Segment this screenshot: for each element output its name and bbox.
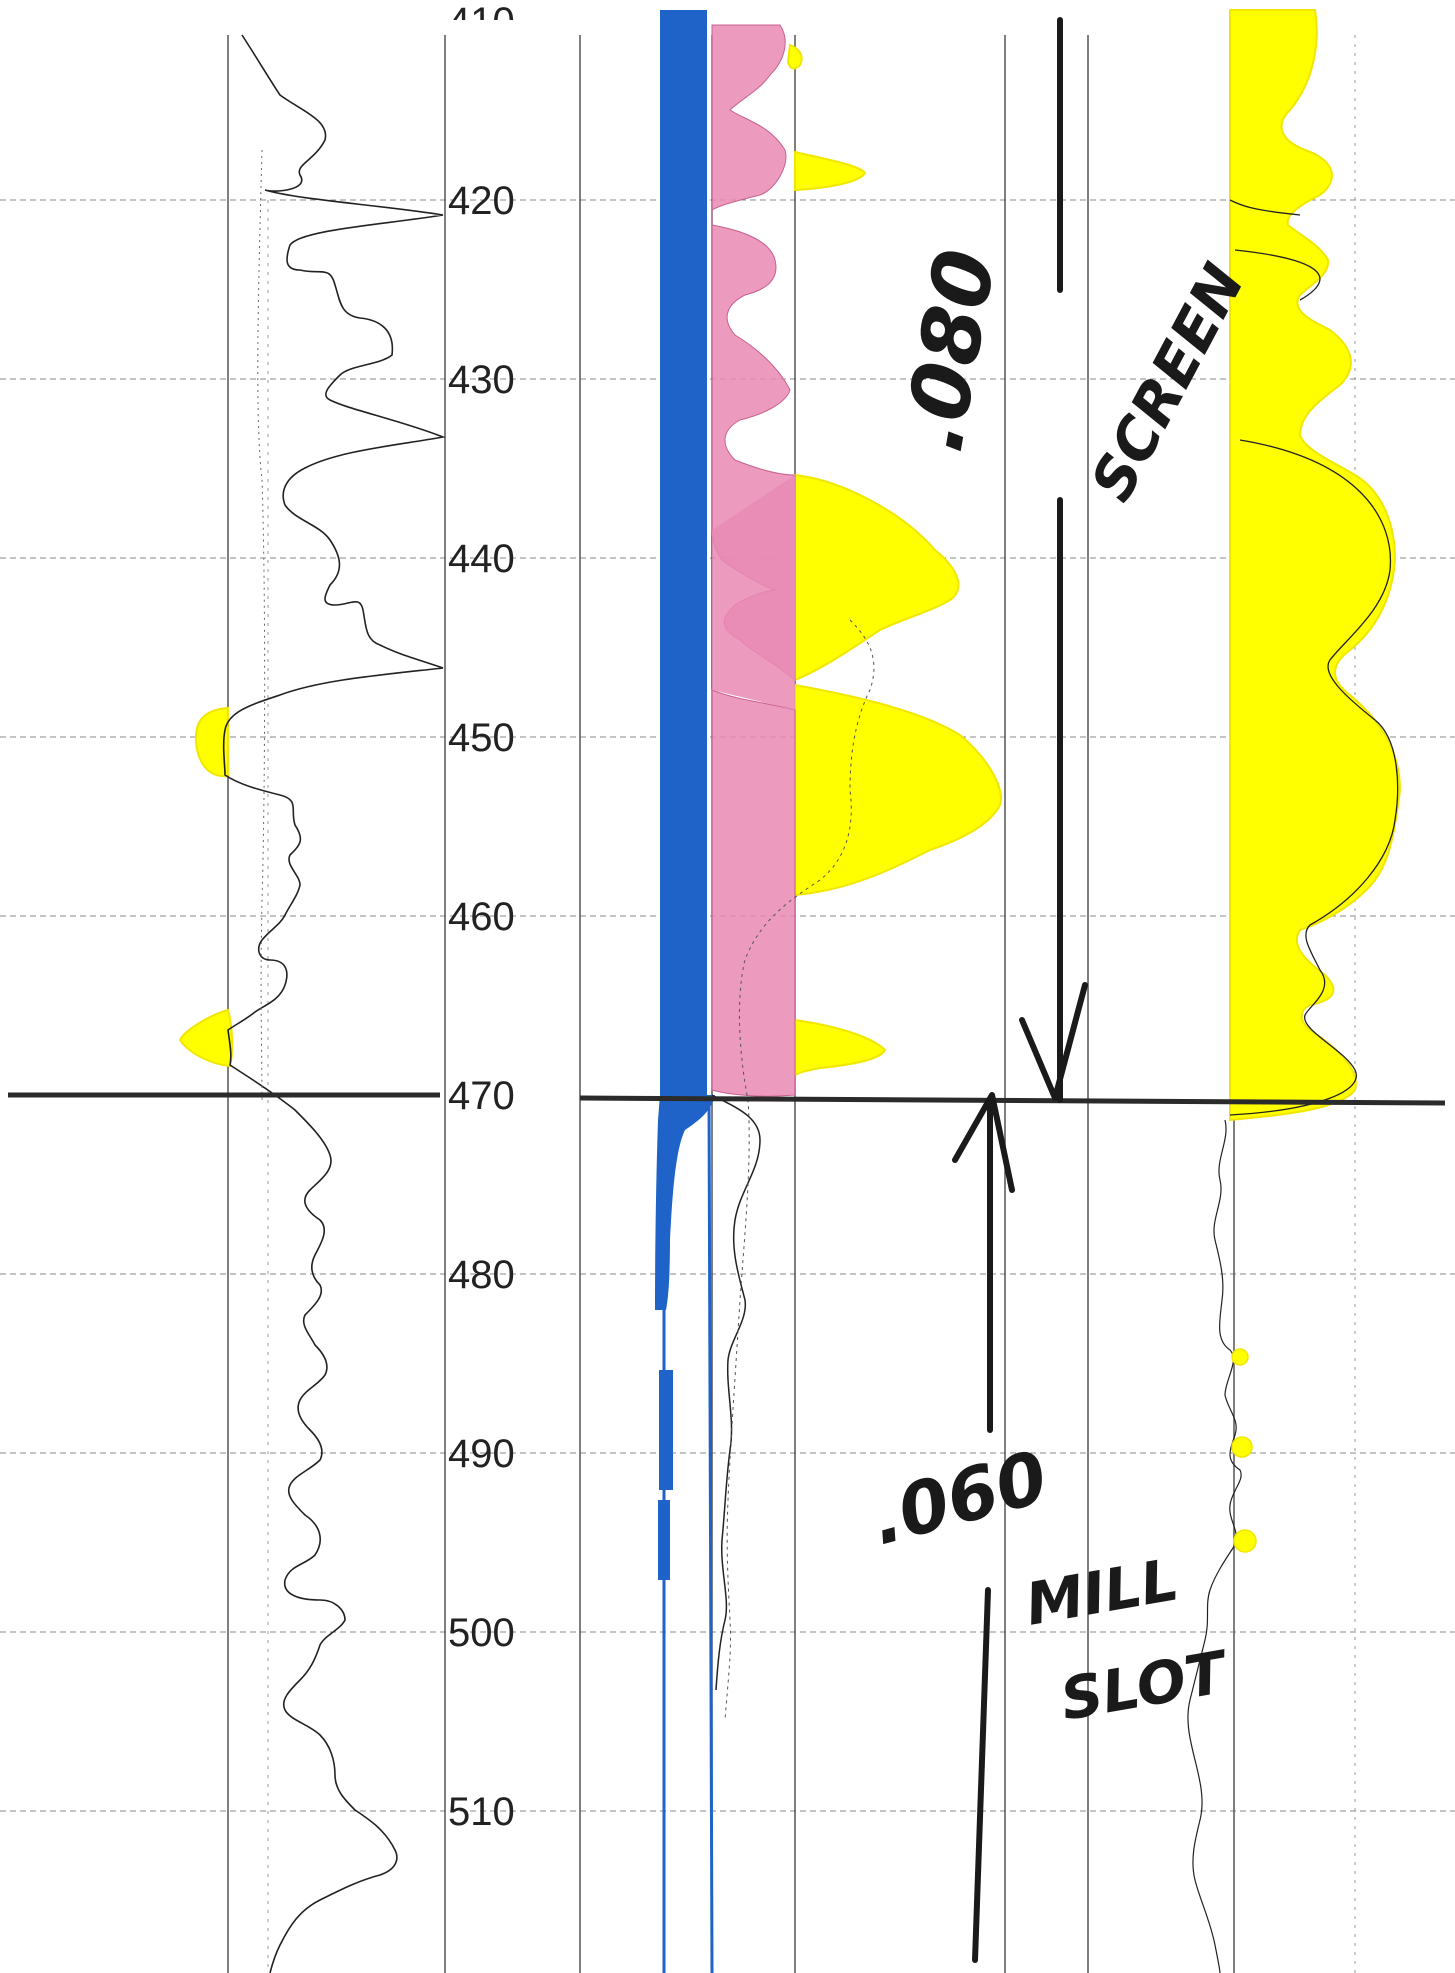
middle-track-dotted-curve (724, 619, 875, 1721)
depth-gridlines (0, 199, 1455, 1812)
right-track-highlight (1229, 9, 1402, 1122)
pink-fill-lower (711, 689, 796, 1097)
depth-label-440: 440 (448, 537, 515, 581)
right-track-curve (1229, 199, 1399, 1116)
depth-label-460: 460 (448, 895, 515, 939)
pink-fill-mid (712, 475, 795, 710)
left-track-curve (222, 34, 446, 1973)
screen-arrow-head (1019, 982, 1088, 1101)
slot-word-label: SLOT (1056, 1637, 1235, 1733)
right-track-lower-curve (1187, 1119, 1242, 1973)
mill-word-label: MILL (1021, 1545, 1184, 1639)
left-track-highlights (178, 706, 234, 1068)
depth-label-500: 500 (448, 1611, 515, 1655)
depth-label-420: 420 (448, 179, 515, 223)
depth-label-470: 470 (448, 1074, 515, 1118)
depth-label-480: 480 (448, 1253, 515, 1297)
blue-line (662, 1094, 714, 1973)
depth-label-430: 430 (448, 358, 515, 402)
depth-label-450: 450 (448, 716, 515, 760)
depth-label-490: 490 (448, 1432, 515, 1476)
middle-track-curve (711, 1094, 761, 1691)
blue-fill (655, 10, 715, 1580)
slot-bracket-bottom-line (972, 1587, 991, 1963)
marker-line-470 (8, 1092, 1446, 1106)
right-track-small-highlights (1231, 1348, 1257, 1553)
depth-label-partial: 410 (448, 0, 515, 44)
depth-labels: 410 420 430 440 450 460 470 480 490 500 … (448, 0, 515, 1834)
annotation-arrows (952, 17, 1088, 1963)
track-faint-lines (267, 35, 1356, 1973)
slot-arrow-head (952, 1092, 1015, 1193)
screen-size-label: .080 (886, 243, 1015, 459)
left-track-dotted-curve (257, 149, 266, 1101)
depth-label-510: 510 (448, 1790, 515, 1834)
